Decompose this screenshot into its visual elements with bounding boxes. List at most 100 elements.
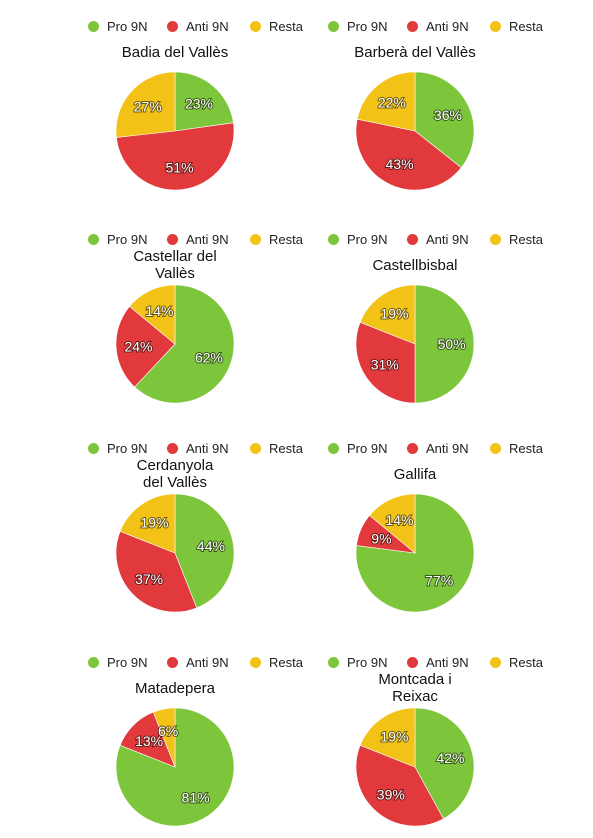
pie-slice-resta [119,493,176,554]
legend-swatch [328,20,339,32]
legend-label: Anti 9N [426,18,469,34]
legend-swatch [250,442,261,454]
legend-swatch [328,442,339,454]
pie-slice-pro-9n [414,71,475,169]
legend-label: Pro 9N [107,440,148,456]
pie-slice-anti-9n [115,530,198,613]
slice-value-label: 37% [135,571,163,587]
legend-swatch [407,233,418,245]
legend-label: Pro 9N [347,654,388,670]
legend-label: Anti 9N [186,18,229,34]
legend-item: Resta [250,440,303,456]
legend-item: Resta [250,18,303,34]
slice-value-label: 23% [185,95,213,111]
legend-swatch [167,442,178,454]
pie-chart-6: Pro 9N Anti 9N Resta Gallifa 77% 9% 14% [295,422,543,622]
chart-legend: Pro 9N Anti 9N Resta [55,654,303,670]
pie-slice-resta [359,707,416,768]
legend-item: Anti 9N [167,231,229,247]
legend-item: Anti 9N [407,654,469,670]
chart-legend: Pro 9N Anti 9N Resta [55,440,303,456]
slice-value-label: 14% [385,512,413,528]
pie-slice-pro-9n [414,284,475,404]
slice-value-label: 51% [166,159,194,175]
legend-item: Pro 9N [328,654,387,670]
slice-value-label: 24% [124,338,152,354]
legend-label: Resta [509,231,543,247]
legend-swatch [250,20,261,32]
legend-item: Anti 9N [167,440,229,456]
pie-chart-3: Pro 9N Anti 9N Resta Castellar del Vallès 62… [55,213,303,413]
legend-label: Resta [509,654,543,670]
legend-swatch [250,656,261,668]
slice-value-label: 77% [425,572,453,588]
chart-title: Cerdanyola del Vallès [136,457,214,491]
legend-label: Anti 9N [186,654,229,670]
legend-swatch [88,20,99,32]
legend-item: Anti 9N [407,440,469,456]
pie-svg: 77% 9% 14% [355,493,475,613]
chart-legend: Pro 9N Anti 9N Resta [55,18,303,34]
legend-swatch [88,656,99,668]
slice-value-label: 13% [135,733,163,749]
slice-value-label: 19% [380,729,408,745]
legend-item: Pro 9N [88,231,147,247]
slice-value-label: 6% [158,723,178,739]
pie-slice-anti-9n [355,321,416,404]
legend-item: Pro 9N [328,231,387,247]
chart-title: Barberà del Vallès [354,44,476,61]
legend-item: Resta [490,440,543,456]
pie-slice-pro-9n [414,707,475,820]
pie-slice-pro-9n [134,284,235,404]
legend-label: Anti 9N [186,231,229,247]
legend-swatch [167,20,178,32]
pie-slice-pro-9n [355,493,475,613]
slice-value-label: 43% [386,156,414,172]
chart-legend: Pro 9N Anti 9N Resta [55,231,303,247]
pie-svg: 42% 39% 19% [355,707,475,827]
pie-slice-resta [369,493,416,554]
pie-slice-resta [152,707,176,768]
legend-label: Anti 9N [426,440,469,456]
pie-slice-pro-9n [174,71,234,132]
legend-item: Pro 9N [88,654,147,670]
slice-value-label: 39% [377,786,405,802]
legend-swatch [407,442,418,454]
legend-label: Resta [269,440,303,456]
legend-label: Anti 9N [426,231,469,247]
pie-slice-anti-9n [355,744,444,827]
chart-legend: Pro 9N Anti 9N Resta [295,18,543,34]
slice-value-label: 44% [197,538,225,554]
pie-slice-pro-9n [174,493,235,609]
slice-value-label: 31% [371,357,399,373]
legend-item: Anti 9N [407,231,469,247]
legend-label: Pro 9N [107,231,148,247]
legend-label: Anti 9N [186,440,229,456]
legend-swatch [328,233,339,245]
pie-svg: 44% 37% 19% [115,493,235,613]
legend-label: Pro 9N [347,18,388,34]
legend-item: Pro 9N [328,18,387,34]
legend-swatch [88,233,99,245]
pie-svg: 50% 31% 19% [355,284,475,404]
legend-item: Pro 9N [88,440,147,456]
legend-label: Pro 9N [107,18,148,34]
pie-slice-anti-9n [355,118,462,191]
legend-swatch [490,656,501,668]
legend-swatch [88,442,99,454]
chart-title: Badia del Vallès [121,44,229,61]
legend-item: Anti 9N [407,18,469,34]
slice-value-label: 42% [436,750,464,766]
legend-swatch [407,656,418,668]
legend-item: Resta [490,231,543,247]
slice-value-label: 14% [145,303,173,319]
pie-chart-5: Pro 9N Anti 9N Resta Cerdanyola del Vallès 4… [55,422,303,622]
legend-label: Resta [509,18,543,34]
legend-swatch [167,233,178,245]
legend-label: Resta [269,18,303,34]
chart-title: Castellbisbal [372,257,458,274]
legend-swatch [167,656,178,668]
slice-value-label: 62% [195,349,223,365]
slice-value-label: 81% [182,789,210,805]
legend-label: Resta [509,440,543,456]
